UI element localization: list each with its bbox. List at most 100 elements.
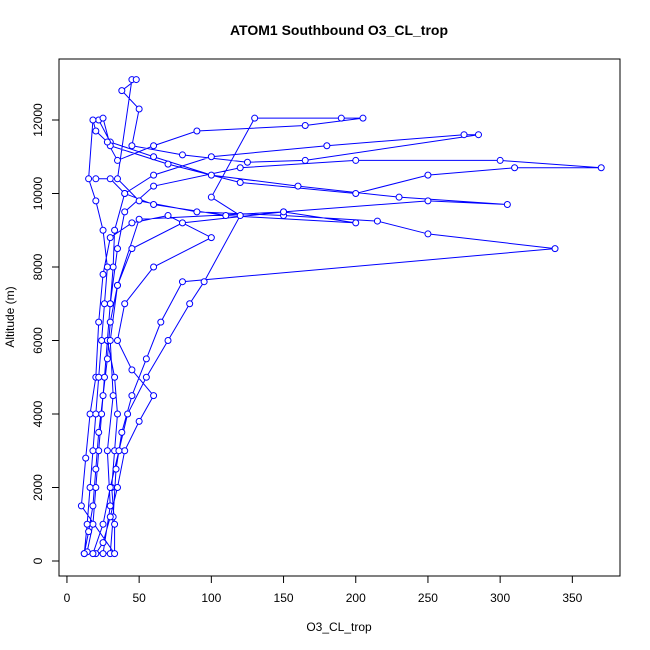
data-point — [85, 528, 93, 536]
x-tick-label: 200 — [346, 591, 366, 605]
data-point — [121, 300, 129, 308]
data-point — [95, 428, 103, 436]
data-point — [352, 219, 360, 227]
data-point — [98, 337, 106, 345]
x-tick-label: 250 — [418, 591, 438, 605]
data-point — [82, 454, 90, 462]
data-point — [132, 76, 140, 84]
data-point — [92, 127, 100, 135]
x-tick-label: 150 — [274, 591, 294, 605]
data-point — [100, 300, 108, 308]
data-point — [243, 158, 251, 166]
data-point — [92, 175, 100, 183]
data-point — [99, 226, 107, 234]
x-tick-label: 0 — [64, 591, 71, 605]
data-point — [178, 278, 186, 286]
data-point — [474, 131, 482, 139]
x-tick-label: 50 — [132, 591, 146, 605]
data-point — [157, 318, 165, 326]
data-point — [236, 178, 244, 186]
data-point — [106, 300, 114, 308]
data-point — [106, 318, 114, 326]
data-point — [99, 270, 107, 278]
data-point — [207, 153, 215, 161]
data-point — [89, 116, 97, 124]
data-point — [460, 131, 468, 139]
data-point — [301, 156, 309, 164]
data-point — [99, 114, 107, 122]
data-point — [113, 245, 121, 253]
data-point — [124, 410, 132, 418]
data-point — [236, 164, 244, 172]
data-point — [150, 153, 158, 161]
y-tick-label: 2000 — [31, 474, 45, 501]
data-point — [128, 245, 136, 253]
data-point — [503, 201, 511, 209]
data-point — [200, 278, 208, 286]
data-point — [95, 318, 103, 326]
data-point — [111, 550, 119, 558]
data-point — [142, 355, 150, 363]
data-line — [80, 79, 602, 556]
data-point — [113, 484, 121, 492]
data-point — [92, 197, 100, 205]
data-point — [511, 164, 519, 172]
data-point — [128, 219, 136, 227]
data-point — [89, 550, 97, 558]
data-point — [337, 114, 345, 122]
data-point — [103, 447, 111, 455]
data-point — [115, 447, 123, 455]
data-point — [142, 373, 150, 381]
data-point — [89, 502, 97, 510]
y-tick-label: 12000 — [31, 103, 45, 137]
data-point — [178, 219, 186, 227]
data-point — [424, 197, 432, 205]
y-axis-label: Altitude (m) — [3, 286, 17, 347]
data-point — [164, 212, 172, 220]
data-point — [83, 520, 91, 528]
data-point — [106, 337, 114, 345]
data-point — [92, 465, 100, 473]
data-point — [128, 392, 136, 400]
data-point — [99, 539, 107, 547]
data-point — [150, 392, 158, 400]
data-point — [85, 175, 93, 183]
data-point — [100, 373, 108, 381]
y-tick-label: 4000 — [31, 400, 45, 427]
data-point — [496, 156, 504, 164]
data-point — [86, 484, 94, 492]
data-point — [222, 212, 230, 220]
data-point — [207, 171, 215, 179]
data-point — [251, 114, 259, 122]
data-point — [395, 193, 403, 201]
data-point — [89, 520, 97, 528]
data-point — [109, 263, 117, 271]
data-point — [323, 142, 331, 150]
data-point — [106, 502, 114, 510]
data-point — [551, 245, 559, 253]
data-point — [207, 234, 215, 242]
data-point — [164, 337, 172, 345]
data-point — [301, 122, 309, 130]
data-point — [80, 550, 88, 558]
data-point — [164, 160, 172, 168]
data-point — [135, 197, 143, 205]
data-point — [424, 171, 432, 179]
data-point — [103, 263, 111, 271]
data-point — [106, 175, 114, 183]
data-point — [352, 156, 360, 164]
data-point — [135, 417, 143, 425]
data-point — [99, 392, 107, 400]
data-point — [150, 182, 158, 190]
data-point — [193, 208, 201, 216]
data-point — [207, 193, 215, 201]
data-point — [128, 142, 136, 150]
data-point — [86, 410, 94, 418]
y-tick-label: 10000 — [31, 176, 45, 210]
data-point — [106, 234, 114, 242]
data-point — [95, 447, 103, 455]
y-tick-label: 0 — [31, 557, 45, 564]
data-point — [92, 484, 100, 492]
data-point — [95, 373, 103, 381]
x-tick-label: 100 — [201, 591, 221, 605]
